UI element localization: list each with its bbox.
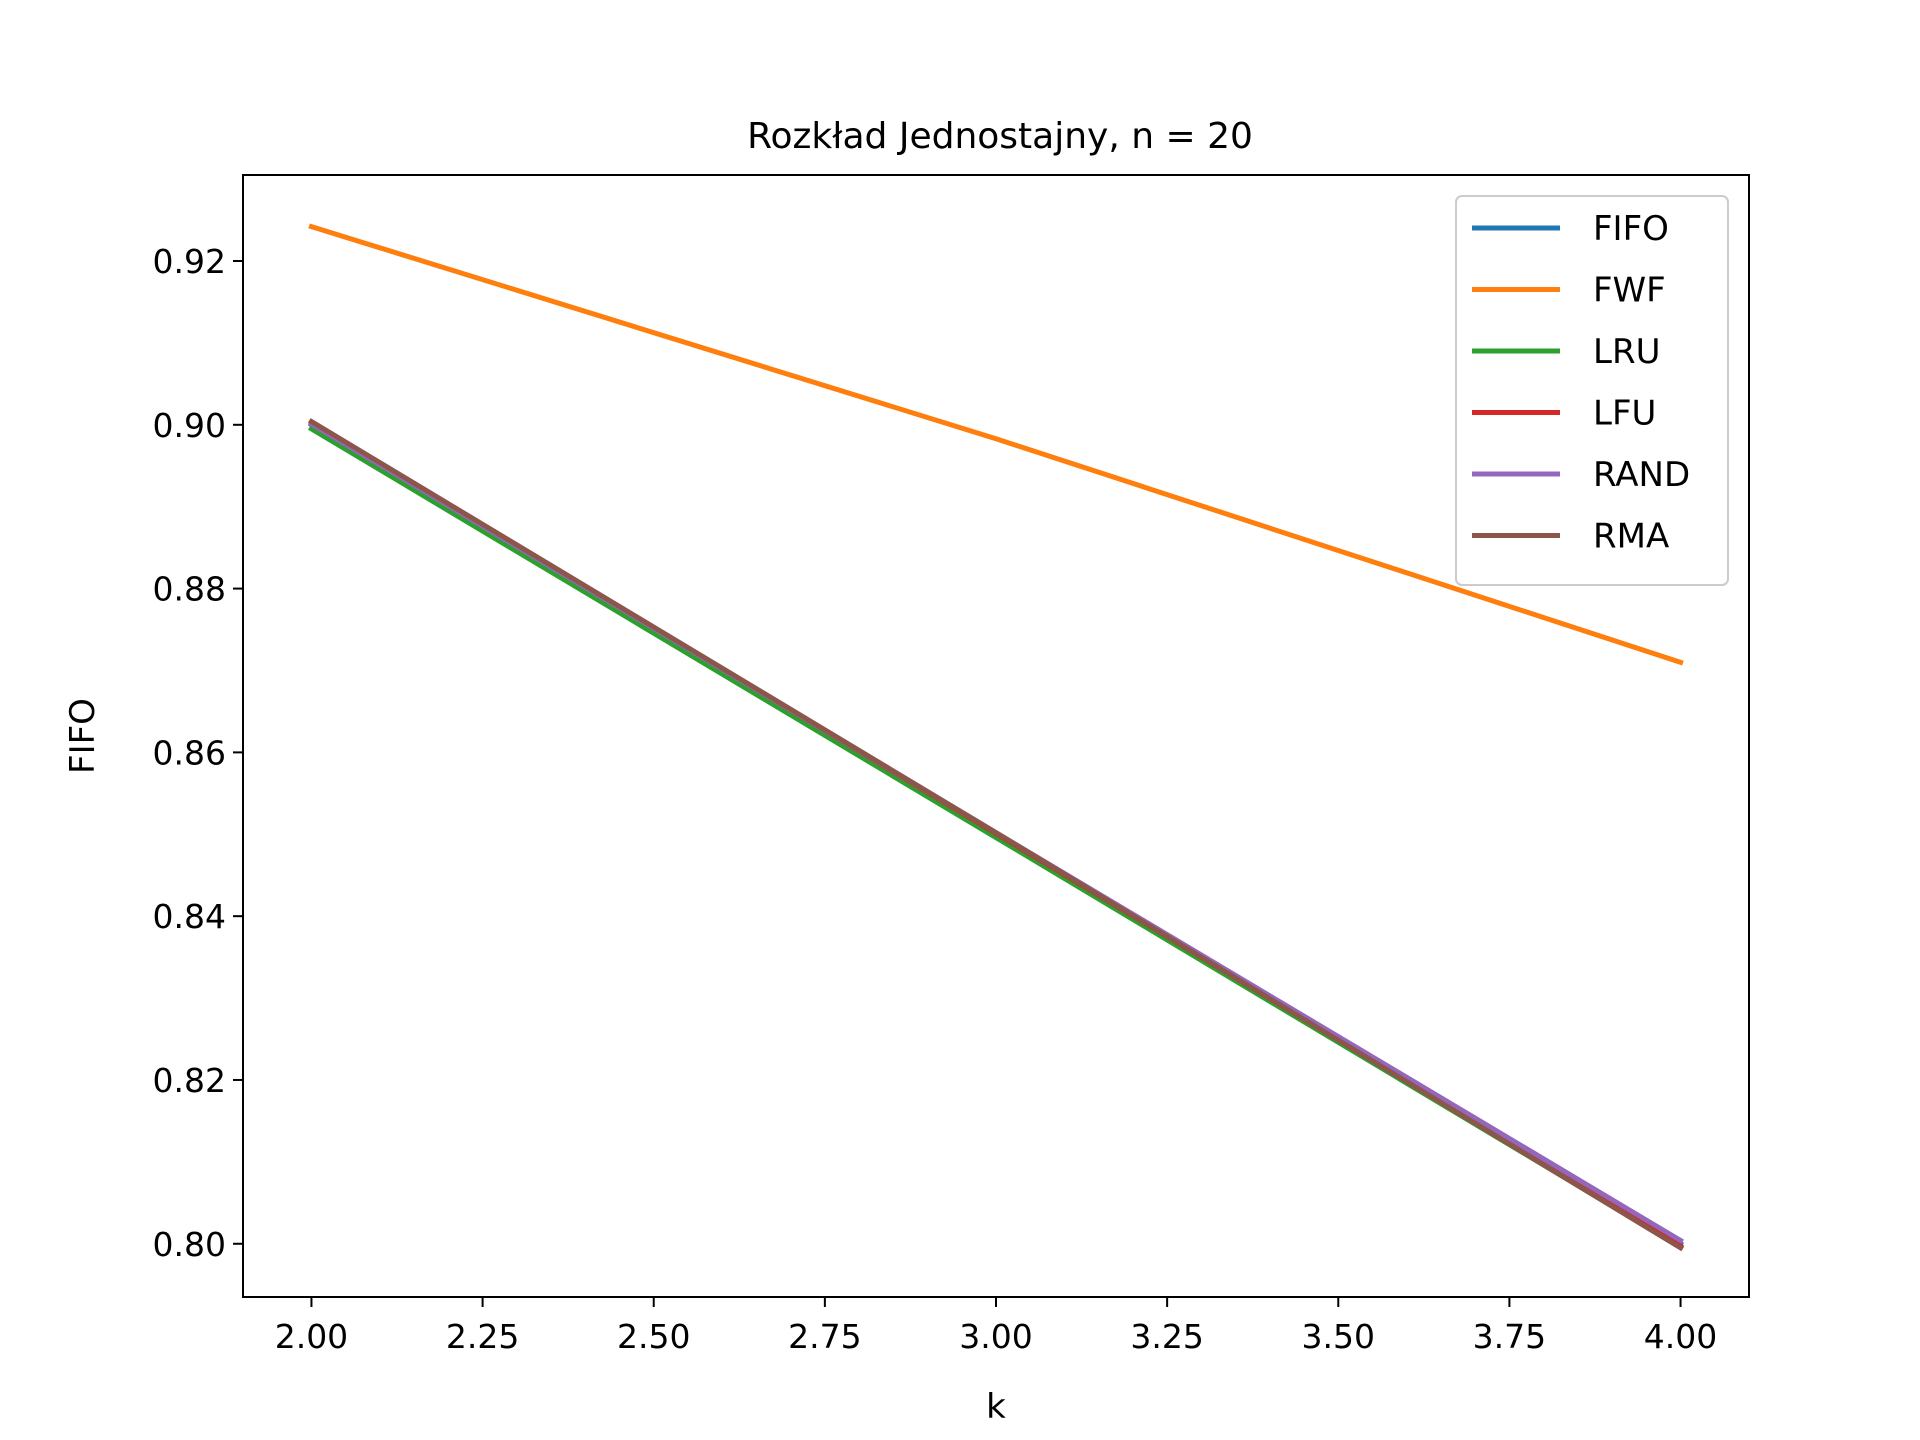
y-tick-label: 0.80 — [153, 1225, 226, 1264]
y-tick-label: 0.90 — [153, 406, 226, 445]
y-tick-label: 0.88 — [153, 570, 226, 609]
x-axis-label: k — [986, 1387, 1006, 1427]
x-tick-label: 3.25 — [1130, 1317, 1203, 1356]
x-tick-label: 4.00 — [1644, 1317, 1717, 1356]
x-tick-label: 3.50 — [1302, 1317, 1375, 1356]
series-line-rma — [308, 418, 1684, 1252]
y-tick-label: 0.82 — [153, 1061, 226, 1100]
x-tick-label: 3.00 — [959, 1317, 1032, 1356]
x-tick-label: 2.00 — [275, 1317, 348, 1356]
x-tick-label: 3.75 — [1473, 1317, 1546, 1356]
legend-label-rand: RAND — [1593, 455, 1690, 495]
x-tick-label: 2.50 — [617, 1317, 690, 1356]
chart-title: Rozkład Jednostajny, n = 20 — [747, 116, 1253, 157]
y-tick-label: 0.86 — [153, 733, 226, 772]
x-tick-label: 2.75 — [788, 1317, 861, 1356]
legend: FIFO FWF LRU LFU RAND RMA — [1455, 195, 1729, 586]
legend-label-rma: RMA — [1593, 517, 1669, 557]
series-layer — [308, 223, 1684, 1252]
y-axis: 0.80 0.82 0.84 0.86 0.88 0.90 0.92 — [153, 242, 243, 1264]
x-tick-label: 2.25 — [446, 1317, 519, 1356]
y-tick-label: 0.92 — [153, 242, 226, 281]
legend-label-lru: LRU — [1593, 332, 1660, 372]
y-axis-label: FIFO — [63, 698, 103, 774]
legend-label-fwf: FWF — [1593, 271, 1666, 311]
legend-label-fifo: FIFO — [1593, 209, 1669, 249]
legend-label-lfu: LFU — [1593, 394, 1656, 434]
x-axis: 2.00 2.25 2.50 2.75 3.00 3.25 3.50 3.75 4.00 — [275, 1297, 1717, 1356]
y-tick-label: 0.84 — [153, 897, 226, 936]
legend-box — [1455, 195, 1729, 586]
series-line-fwf — [308, 223, 1684, 666]
